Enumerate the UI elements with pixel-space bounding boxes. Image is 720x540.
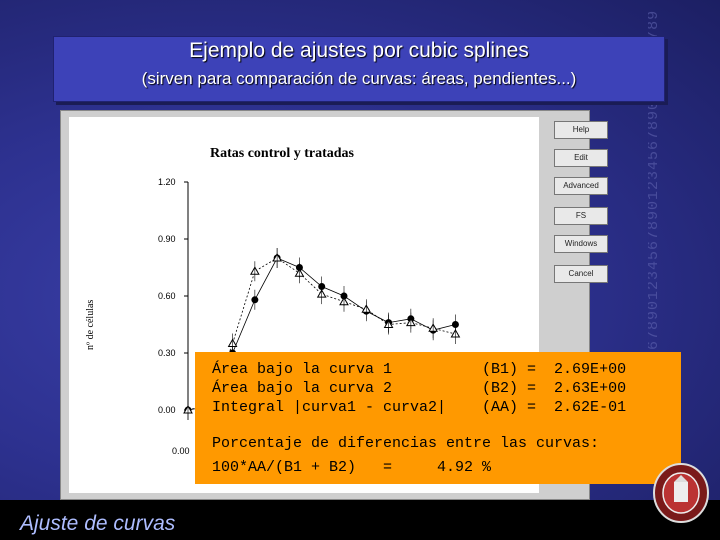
title-box: Ejemplo de ajustes por cubic splines (si… xyxy=(53,36,665,102)
y-ticks: 1.20 0.90 0.60 0.30 0.00 xyxy=(158,177,188,415)
chart-title: Ratas control y tratadas xyxy=(210,146,355,161)
edit-button[interactable]: Edit xyxy=(554,149,608,167)
slide-title: Ejemplo de ajustes por cubic splines xyxy=(189,39,529,62)
y-tick-label: 1.20 xyxy=(158,177,176,187)
percent-formula: 100*AA/(B1 + B2) = 4.92 % xyxy=(212,459,492,476)
area-curve1: Área bajo la curva 1 (B1) = 2.69E+00 xyxy=(212,361,627,378)
x-tick-label: 0.00 xyxy=(172,446,190,456)
chart-area: Ratas control y tratadas 1.20 0.90 0.60 0.3… xyxy=(85,146,461,456)
y-tick-label: 0.30 xyxy=(158,348,176,358)
advanced-button[interactable]: Advanced xyxy=(554,177,608,195)
footer-bar: Ajuste de curvas xyxy=(0,500,720,540)
area-curve2: Área bajo la curva 2 (B2) = 2.63E+00 xyxy=(212,380,627,397)
y-tick-label: 0.60 xyxy=(158,291,176,301)
results-overlay: Área bajo la curva 1 (B1) = 2.69E+00 Áre… xyxy=(195,352,681,484)
help-button[interactable]: Help xyxy=(554,121,608,139)
fs-button[interactable]: FS xyxy=(554,207,608,225)
y-tick-label: 0.00 xyxy=(158,405,176,415)
cancel-button[interactable]: Cancel xyxy=(554,265,608,283)
slide-subtitle: (sirven para comparación de curvas: área… xyxy=(141,69,577,88)
footer-title: Ajuste de curvas xyxy=(20,512,176,535)
y-tick-label: 0.90 xyxy=(158,234,176,244)
y-axis-label: nº de células xyxy=(85,300,96,350)
percent-heading: Porcentaje de diferencias entre las curv… xyxy=(212,435,600,452)
integral-diff: Integral |curva1 - curva2| (AA) = 2.62E-… xyxy=(212,399,627,416)
windows-button[interactable]: Windows xyxy=(554,235,608,253)
university-seal-icon xyxy=(653,463,709,523)
